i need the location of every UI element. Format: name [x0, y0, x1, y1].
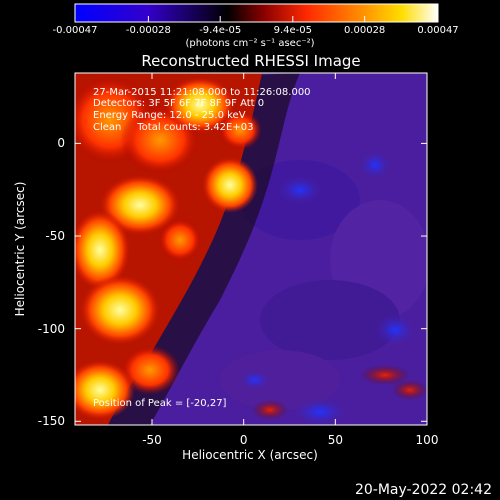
- peak-position-label: Position of Peak = [-20,27]: [93, 398, 227, 409]
- heatmap-image: [75, 73, 427, 425]
- y-tick-label: -50: [45, 229, 65, 244]
- colorbar-tick-label: -0.00047: [52, 25, 98, 36]
- colorbar-tick-label: 9.4e-05: [273, 25, 312, 36]
- x-tick-label: -50: [142, 433, 162, 447]
- y-ticks: [75, 142, 427, 422]
- x-tick-label: 100: [415, 433, 439, 447]
- x-ticks: [151, 73, 428, 425]
- y-tick-label: 0: [57, 136, 65, 151]
- colorbar-tick-label: 0.00047: [417, 25, 459, 36]
- y-tick-label: -100: [37, 321, 65, 336]
- plot-frame: [74, 72, 428, 426]
- colorbar-gradient: [74, 3, 439, 23]
- time-range-label: 27-Mar-2015 11:21:08.000 to 11:26:08.000: [93, 87, 311, 98]
- x-tick-label: 0: [239, 433, 248, 447]
- colorbar: [74, 3, 439, 23]
- x-tick-label: 50: [327, 433, 343, 447]
- chart-title: Reconstructed RHESSI Image: [141, 52, 361, 70]
- energy-range-label: Energy Range: 12.0 - 25.0 keV: [93, 110, 246, 121]
- method-label: Clean Total counts: 3.42E+03: [93, 122, 254, 133]
- colorbar-tick-label: -9.4e-05: [199, 25, 242, 36]
- colorbar-tick-label: 0.00028: [343, 25, 386, 36]
- y-axis-label: Heliocentric Y (arcsec): [13, 181, 27, 317]
- colorbar-tick-label: -0.00028: [125, 25, 171, 36]
- y-tick-label: -150: [37, 414, 65, 429]
- detectors-label: Detectors: 3F 5F 6F 7F 8F 9F Att 0: [93, 98, 265, 109]
- timestamp: 20-May-2022 02:42: [354, 482, 492, 498]
- x-axis-label: Heliocentric X (arcsec): [182, 448, 318, 462]
- colorbar-units: (photons cm⁻² s⁻¹ asec⁻²): [185, 38, 315, 49]
- colorbar-ticks: [74, 16, 439, 22]
